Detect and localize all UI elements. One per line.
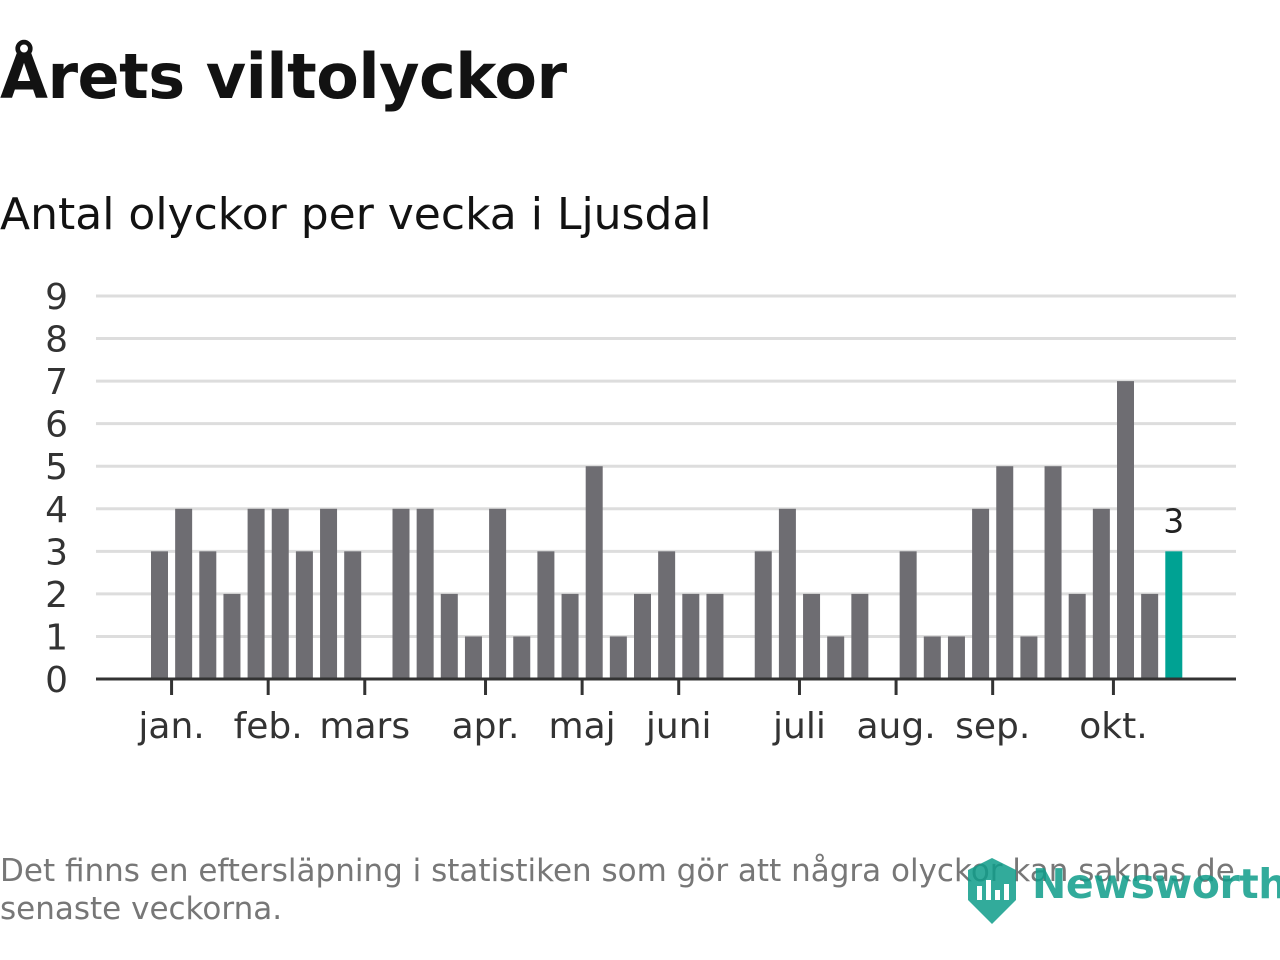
x-tick-label: okt. bbox=[1079, 706, 1147, 747]
x-tick-label: apr. bbox=[452, 706, 520, 747]
bar bbox=[706, 593, 724, 679]
bar bbox=[778, 508, 796, 679]
bar bbox=[827, 636, 845, 679]
x-tick-label: mars bbox=[319, 706, 410, 747]
bar bbox=[151, 551, 168, 679]
y-tick-label: 9 bbox=[45, 277, 68, 318]
x-tick-label: maj bbox=[549, 706, 616, 747]
bar bbox=[1044, 466, 1062, 679]
newsworthy-logo-icon bbox=[968, 858, 1016, 924]
bar bbox=[223, 593, 241, 679]
bar bbox=[1141, 593, 1159, 679]
y-tick-label: 0 bbox=[45, 660, 68, 701]
bar bbox=[1092, 508, 1110, 679]
chart-title: Årets viltolyckor bbox=[0, 40, 567, 113]
bar bbox=[416, 508, 434, 679]
highlight-data-label: 3 bbox=[1163, 501, 1184, 540]
y-tick-label: 8 bbox=[45, 320, 68, 361]
y-tick-label: 1 bbox=[45, 617, 68, 658]
bar bbox=[682, 593, 700, 679]
bar bbox=[1068, 593, 1086, 679]
bar bbox=[923, 636, 941, 679]
bar bbox=[851, 593, 869, 679]
x-axis: jan. feb. mars apr. maj juni juli aug. sep. okt. bbox=[96, 677, 1236, 747]
y-tick-label: 4 bbox=[45, 490, 68, 531]
x-tick-label: juni bbox=[645, 706, 712, 747]
y-tick-label: 3 bbox=[45, 532, 68, 573]
bar bbox=[609, 636, 627, 679]
bar bbox=[392, 508, 410, 679]
data-labels: 3 bbox=[1163, 501, 1184, 540]
chart-subtitle: Antal olyckor per vecka i Ljusdal bbox=[0, 189, 712, 240]
brand-logo: Newsworthy bbox=[962, 856, 1280, 928]
bar bbox=[803, 593, 821, 679]
bar bbox=[537, 551, 555, 679]
x-tick-label: jan. bbox=[137, 706, 204, 747]
bar bbox=[947, 636, 965, 679]
x-tick-label: feb. bbox=[234, 706, 303, 747]
bar bbox=[440, 593, 458, 679]
bar bbox=[658, 551, 676, 679]
bar bbox=[344, 551, 362, 679]
bar bbox=[247, 508, 265, 679]
bar bbox=[199, 551, 217, 679]
y-tick-label: 6 bbox=[45, 405, 68, 446]
y-tick-label: 2 bbox=[45, 575, 68, 616]
x-tick-label: sep. bbox=[955, 706, 1030, 747]
bar bbox=[972, 508, 990, 679]
bar bbox=[320, 508, 338, 679]
y-tick-label: 7 bbox=[45, 362, 68, 403]
bar bbox=[996, 466, 1014, 679]
bars bbox=[151, 381, 1183, 679]
bar bbox=[513, 636, 531, 679]
footnote: Det finns en eftersläpning i statistiken… bbox=[0, 853, 1235, 927]
bar bbox=[464, 636, 482, 679]
bar bbox=[634, 593, 651, 679]
bar bbox=[295, 551, 313, 679]
bar bbox=[271, 508, 289, 679]
bar bbox=[899, 551, 917, 679]
bar bbox=[175, 508, 193, 679]
y-tick-label: 5 bbox=[45, 447, 68, 488]
bar bbox=[1117, 381, 1134, 679]
bar bbox=[1020, 636, 1038, 679]
bar bbox=[561, 593, 579, 679]
bar bbox=[754, 551, 772, 679]
highlight-bar bbox=[1165, 551, 1183, 679]
bar bbox=[489, 508, 507, 679]
bar bbox=[585, 466, 603, 679]
x-tick-label: juli bbox=[772, 706, 826, 747]
brand-name: Newsworthy bbox=[1032, 860, 1280, 908]
x-tick-label: aug. bbox=[856, 706, 935, 747]
